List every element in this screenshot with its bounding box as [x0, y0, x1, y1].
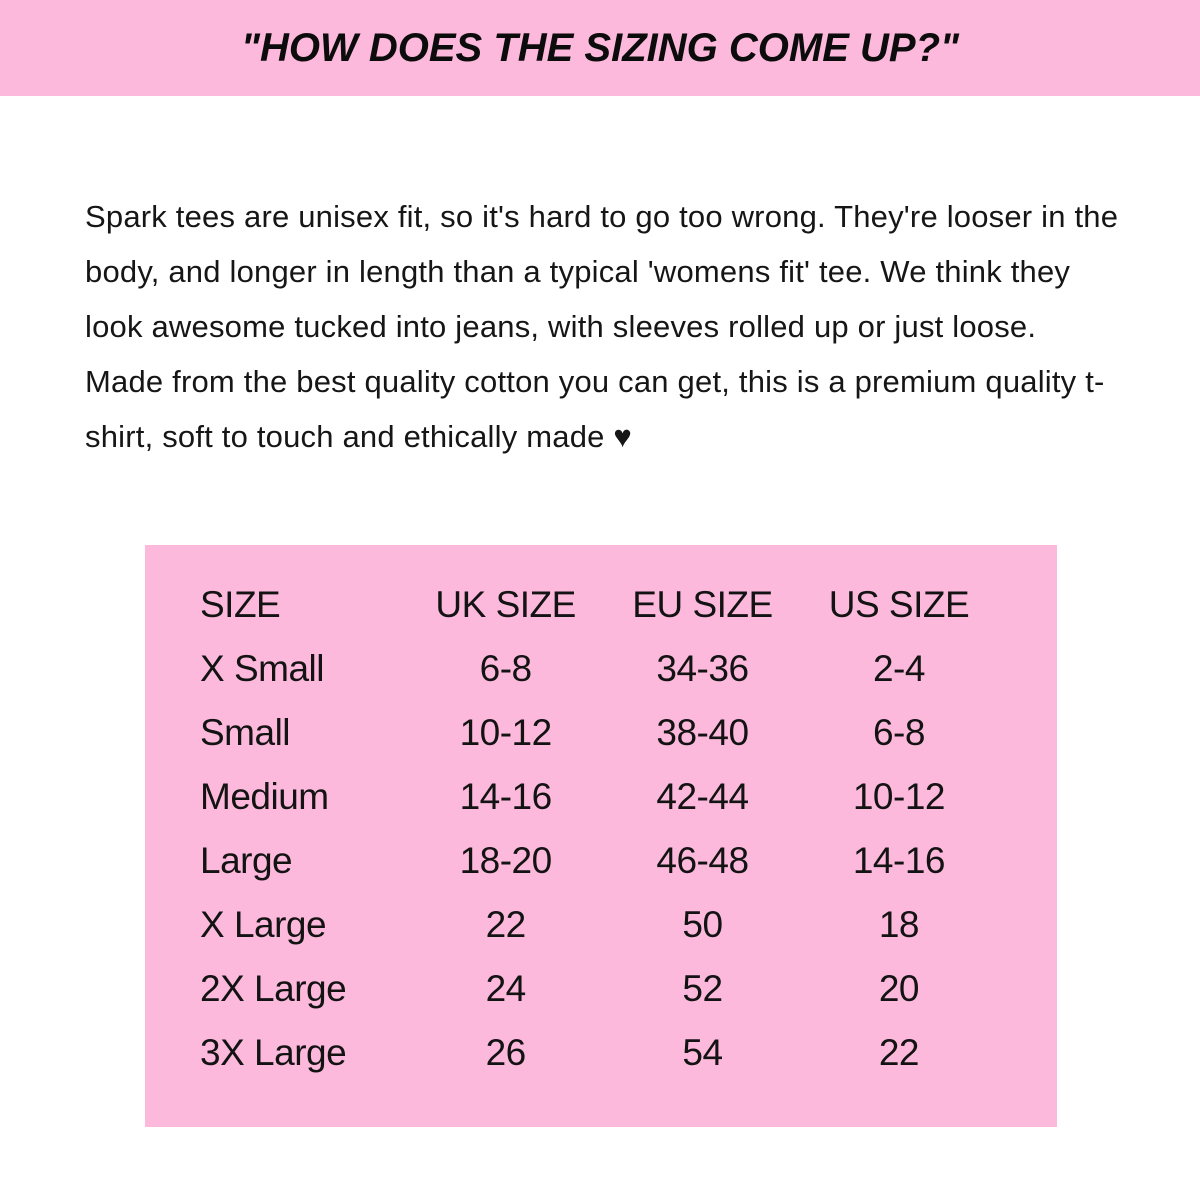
us-size-cell: 2-4	[872, 648, 925, 689]
uk-size-cell: 22	[485, 904, 527, 945]
page-title: "HOW DOES THE SIZING COME UP?"	[241, 25, 959, 70]
uk-size-cell: 18-20	[459, 840, 553, 881]
eu-size-cell: 34-36	[656, 648, 749, 689]
size-name-cell: X Small	[200, 648, 324, 689]
table-header-eu-size: EU SIZE	[632, 584, 773, 625]
size-name-cell: Large	[200, 840, 293, 881]
intro-paragraph: Spark tees are unisex fit, so it's hard …	[85, 199, 1119, 454]
uk-size-cell: 14-16	[459, 776, 553, 817]
size-name-cell: 2X Large	[200, 968, 347, 1009]
size-name-cell: 3X Large	[200, 1032, 347, 1073]
us-size-cell: 20	[878, 968, 920, 1009]
us-size-cell: 18	[878, 904, 920, 945]
eu-size-cell: 42-44	[656, 776, 749, 817]
uk-size-cell: 6-8	[479, 648, 532, 689]
table-header-uk-size: UK SIZE	[435, 584, 576, 625]
eu-size-cell: 38-40	[656, 712, 749, 753]
size-name-cell: X Large	[200, 904, 327, 945]
eu-size-cell: 54	[682, 1032, 723, 1073]
uk-size-cell: 24	[485, 968, 527, 1009]
eu-size-cell: 46-48	[656, 840, 749, 881]
eu-size-cell: 52	[682, 968, 723, 1009]
us-size-cell: 14-16	[852, 840, 946, 881]
eu-size-cell: 50	[682, 904, 723, 945]
header-banner: "HOW DOES THE SIZING COME UP?"	[0, 0, 1200, 96]
us-size-cell: 22	[878, 1032, 920, 1073]
us-size-cell: 6-8	[872, 712, 925, 753]
size-chart-table: SIZE UK SIZE EU SIZE US SIZE X Small 6-8…	[200, 573, 997, 1085]
us-size-cell: 10-12	[852, 776, 946, 817]
size-name-cell: Medium	[200, 776, 329, 817]
uk-size-cell: 26	[485, 1032, 527, 1073]
table-header-us-size: US SIZE	[828, 584, 970, 625]
table-header-size: SIZE	[200, 584, 281, 625]
uk-size-cell: 10-12	[459, 712, 553, 753]
size-chart-card: SIZE UK SIZE EU SIZE US SIZE X Small 6-8…	[145, 545, 1057, 1127]
size-name-cell: Small	[200, 712, 291, 753]
